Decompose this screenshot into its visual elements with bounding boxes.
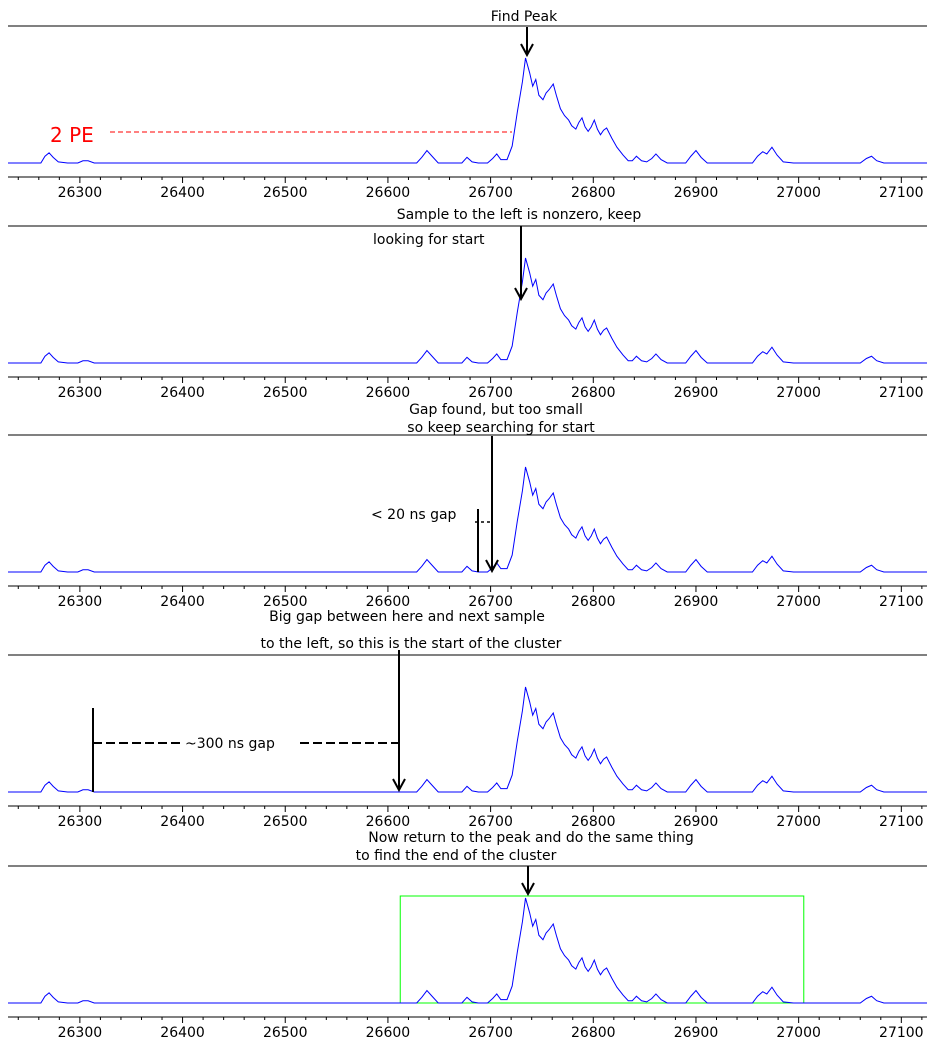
x-tick-label: 26700 — [468, 385, 513, 401]
peak-arrow-head — [520, 43, 534, 58]
x-tick-label: 27100 — [879, 1025, 924, 1041]
x-tick-label: 26900 — [674, 185, 719, 201]
panel-2-title: Sample to the left is nonzero, keep — [397, 207, 642, 223]
x-tick-label: 26900 — [674, 594, 719, 610]
x-tick-label: 26700 — [468, 814, 513, 830]
panel-5-title: Now return to the peak and do the same t… — [368, 830, 693, 846]
gap-check-arrow-head — [485, 559, 499, 574]
x-tick-label: 26300 — [58, 185, 103, 201]
panel-5-note: to find the end of the cluster — [356, 848, 557, 864]
waveform-series — [8, 57, 927, 164]
x-tick-label: 26600 — [366, 814, 411, 830]
x-tick-label: 26300 — [58, 594, 103, 610]
big-gap-label: ~300 ns gap — [185, 736, 275, 752]
start-search-arrow-head — [514, 287, 528, 302]
panel-3-note: so keep searching for start — [407, 420, 595, 436]
x-tick-label: 26300 — [58, 814, 103, 830]
x-tick-label: 27100 — [879, 385, 924, 401]
x-tick-label: 26900 — [674, 385, 719, 401]
x-tick-label: 26400 — [160, 185, 205, 201]
waveform-series — [8, 897, 927, 1004]
x-tick-label: 26600 — [366, 1025, 411, 1041]
panel-4-note: to the left, so this is the start of the… — [261, 636, 562, 652]
x-tick-label: 26400 — [160, 814, 205, 830]
x-tick-label: 26800 — [571, 185, 616, 201]
x-tick-label: 26500 — [263, 814, 308, 830]
x-tick-label: 26600 — [366, 385, 411, 401]
x-tick-label: 26700 — [468, 594, 513, 610]
cluster-start-arrow-head — [392, 778, 406, 793]
two-pe-label: 2 PE — [50, 123, 94, 147]
waveform-series — [8, 686, 927, 793]
return-to-peak-arrow-head — [521, 882, 535, 897]
x-tick-label: 26700 — [468, 1025, 513, 1041]
x-tick-label: 26500 — [263, 594, 308, 610]
x-tick-label: 27100 — [879, 185, 924, 201]
x-tick-label: 26400 — [160, 385, 205, 401]
x-tick-label: 26800 — [571, 814, 616, 830]
panel-3-title: Gap found, but too small — [409, 402, 583, 418]
x-tick-label: 27100 — [879, 814, 924, 830]
panel-4: 26300 26400 26500 26600 26700 26800 26900 27000… — [8, 650, 927, 830]
panel-2: 26300 26400 26500 26600 26700 26800 26900 27000… — [8, 225, 927, 401]
x-tick-label: 26800 — [571, 1025, 616, 1041]
x-tick-label: 26900 — [674, 814, 719, 830]
x-tick-label: 26700 — [468, 185, 513, 201]
x-tick-label: 27000 — [776, 385, 821, 401]
x-tick-label: 26500 — [263, 1025, 308, 1041]
x-tick-label: 27000 — [776, 185, 821, 201]
x-tick-label: 26400 — [160, 1025, 205, 1041]
x-tick-label: 27000 — [776, 1025, 821, 1041]
x-tick-label: 26600 — [366, 185, 411, 201]
x-tick-label: 27100 — [879, 594, 924, 610]
waveform-series — [8, 466, 927, 573]
panel-5: 26300 26400 26500 26600 26700 26800 26900 27000… — [8, 865, 927, 1041]
x-tick-label: 26900 — [674, 1025, 719, 1041]
panel-3: 26300 26400 26500 26600 26700 26800 26900 27000… — [8, 434, 927, 610]
x-tick-label: 26500 — [263, 385, 308, 401]
panel-2-note: looking for start — [373, 232, 485, 248]
x-tick-label: 26800 — [571, 385, 616, 401]
panel-1-title: Find Peak — [491, 9, 558, 25]
cluster-window-box — [399, 895, 805, 1004]
x-tick-label: 26500 — [263, 185, 308, 201]
x-tick-label: 26300 — [58, 1025, 103, 1041]
x-tick-label: 26400 — [160, 594, 205, 610]
x-tick-label: 26800 — [571, 594, 616, 610]
x-tick-label: 26300 — [58, 385, 103, 401]
x-tick-label: 26600 — [366, 594, 411, 610]
panel-1: 26300 26400 26500 26600 26700 26800 26900 27000… — [8, 25, 927, 201]
panel-4-title: Big gap between here and next sample — [269, 609, 545, 625]
small-gap-label: < 20 ns gap — [371, 507, 457, 523]
waveform-series — [8, 257, 927, 364]
x-tick-label: 27000 — [776, 594, 821, 610]
x-tick-label: 27000 — [776, 814, 821, 830]
